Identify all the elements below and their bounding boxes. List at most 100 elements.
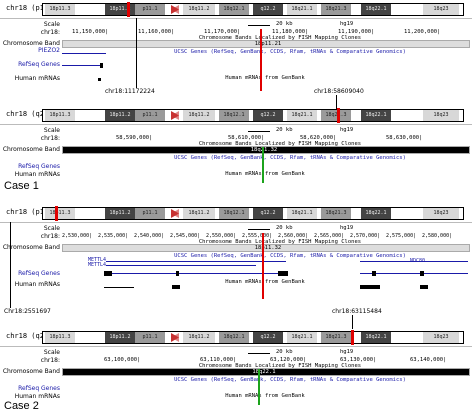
coord-tick: 58,630,000|	[386, 135, 423, 141]
ideogram-4[interactable]: chr18 (q22.1) 18p11.3 18p11.2 p11.1 18q1…	[0, 330, 472, 345]
exon	[104, 271, 112, 276]
refseq-label[interactable]: RefSeq Genes	[18, 61, 60, 68]
band-name: 18p11.32	[254, 245, 282, 251]
callout-right-1: chr18:58609040	[314, 88, 364, 95]
refseq-label[interactable]: RefSeq Genes	[18, 163, 60, 170]
band: 18q21.3	[321, 208, 351, 219]
band-name: 18q21.32	[250, 147, 278, 153]
callout-line	[136, 18, 137, 88]
ideogram-box[interactable]: 18p11.3 18p11.2 p11.1 18q11.2 18q12.1 q1…	[42, 2, 464, 17]
band: 18q11.2	[183, 110, 215, 121]
position-marker	[337, 108, 340, 123]
coord-tick: 63,140,000|	[410, 357, 447, 363]
track-area[interactable]: Scale 20 kb hg19 chr18: 11,150,000| 11,1…	[0, 18, 472, 97]
exon	[420, 285, 428, 289]
band: 18p11.2	[105, 110, 135, 121]
ideogram-1[interactable]: chr18 (p11.21) 18p11.3 18p11.2 p11.1 18q…	[0, 2, 472, 17]
target-green-line	[258, 369, 260, 405]
mrna-title: Human mRNAs from GenBank	[225, 171, 305, 177]
centromere-icon	[171, 5, 179, 14]
assembly-label: hg19	[340, 127, 354, 133]
ideogram-box[interactable]: 18p11.3 18p11.2 p11.1 18q11.2 18q12.1 q1…	[42, 108, 464, 123]
scale-label: Scale	[43, 127, 60, 134]
exon	[172, 285, 180, 289]
mrna-label[interactable]: Human mRNAs	[14, 281, 60, 288]
gene-line[interactable]	[104, 287, 134, 288]
assembly-label: hg19	[340, 225, 354, 231]
ucsc-genes-title: UCSC Genes (RefSeq, GenBank, CCDS, Rfam,…	[174, 377, 406, 383]
refseq-label[interactable]: RefSeq Genes	[18, 385, 60, 392]
chrom-band-label: Chromosome Band	[2, 40, 60, 47]
centromere-icon	[171, 209, 179, 218]
chr-coord-label: chr18:	[40, 233, 60, 240]
gene-label[interactable]: METTL4	[88, 257, 107, 263]
exon	[98, 78, 101, 81]
chr-coord-label: chr18:	[40, 135, 60, 142]
band: 18p11.2	[105, 332, 135, 343]
callout-line	[352, 315, 353, 329]
ideogram-box[interactable]: 18p11.3 18p11.2 p11.1 18q11.2 18q12.1 q1…	[42, 330, 464, 345]
chrom-band-bar[interactable]	[62, 368, 470, 376]
exon	[100, 63, 103, 68]
gene-line[interactable]	[104, 273, 288, 274]
gene-piezo2[interactable]: PIEZO2	[38, 47, 60, 54]
exon	[176, 271, 179, 276]
scale-label: Scale	[43, 349, 60, 356]
coord-tick: 11,170,000|	[204, 29, 241, 35]
ideogram-2[interactable]: chr18 (q21.32) 18p11.3 18p11.2 p11.1 18q…	[0, 108, 472, 123]
band: 18q22.1	[361, 110, 391, 121]
ideogram-3[interactable]: chr18 (p11.32) 18p11.3 18p11.2 p11.1 18q…	[0, 206, 472, 221]
position-marker	[351, 330, 354, 345]
scale-kb: 20 kb	[276, 225, 293, 231]
coord-tick: 2,545,000|	[170, 233, 201, 239]
band: 18q21.1	[287, 332, 317, 343]
band: q12.2	[253, 208, 283, 219]
coord-tick: 11,150,000|	[72, 29, 109, 35]
scale-label: Scale	[43, 21, 60, 28]
refseq-label[interactable]: RefSeq Genes	[18, 270, 60, 277]
coord-tick: 2,565,000|	[314, 233, 345, 239]
target-red-line	[260, 29, 262, 91]
gene-label[interactable]: METTL4	[88, 262, 107, 268]
track-area[interactable]: Scale 20 kb hg19 chr18: 63,100,000| 63,1…	[0, 346, 472, 405]
coord-tick: 11,160,000|	[138, 29, 175, 35]
gene-line[interactable]	[106, 265, 256, 266]
gene-line[interactable]	[360, 273, 468, 274]
gene-line[interactable]	[106, 261, 286, 262]
coord-tick: 11,200,000|	[404, 29, 441, 35]
band: 18p11.3	[45, 4, 75, 15]
coord-tick: 11,190,000|	[338, 29, 375, 35]
gene-line[interactable]	[360, 261, 468, 262]
panel-3: chr18 (p11.32) 18p11.3 18p11.2 p11.1 18q…	[0, 204, 472, 304]
band-track-title: Chromosome Bands Localized by FISH Mappi…	[198, 363, 362, 369]
band: q12.2	[253, 332, 283, 343]
chrom-band-bar[interactable]	[62, 40, 470, 48]
gene-line[interactable]	[62, 65, 102, 66]
gene-line[interactable]	[62, 53, 106, 54]
band: 18p11.3	[45, 332, 75, 343]
band: 18q11.2	[183, 4, 215, 15]
chromosome-label: chr18 (q21.32)	[6, 110, 66, 118]
band: 18q21.1	[287, 110, 317, 121]
callout-line	[336, 95, 337, 110]
mrna-label[interactable]: Human mRNAs	[14, 171, 60, 178]
scale-kb: 20 kb	[276, 127, 293, 133]
chrom-band-bar[interactable]	[62, 146, 470, 154]
callout-line	[10, 222, 11, 308]
track-area[interactable]: Scale 20 kb hg19 chr18: 2,530,000| 2,535…	[0, 222, 472, 303]
mrna-label[interactable]: Human mRNAs	[14, 75, 60, 82]
chrom-band-bar[interactable]	[62, 244, 470, 252]
mrna-label[interactable]: Human mRNAs	[14, 393, 60, 400]
exon	[420, 271, 424, 276]
ucsc-genes-title: UCSC Genes (RefSeq, GenBank, CCDS, Rfam,…	[174, 49, 406, 55]
coord-tick: 63,130,000|	[340, 357, 377, 363]
panel-4: chr18 (q22.1) 18p11.3 18p11.2 p11.1 18q1…	[0, 328, 472, 408]
track-area[interactable]: Scale 20 kb hg19 chr18: 58,590,000| 58,6…	[0, 124, 472, 183]
mrna-title: Human mRNAs from GenBank	[225, 279, 305, 285]
chr-coord-label: chr18:	[40, 357, 60, 364]
coord-tick: 63,100,000|	[104, 357, 141, 363]
centromere-icon	[171, 333, 179, 342]
coord-tick: 2,535,000|	[98, 233, 129, 239]
ideogram-box[interactable]: 18p11.3 18p11.2 p11.1 18q11.2 18q12.1 q1…	[42, 206, 464, 221]
band: 18q23	[423, 332, 459, 343]
